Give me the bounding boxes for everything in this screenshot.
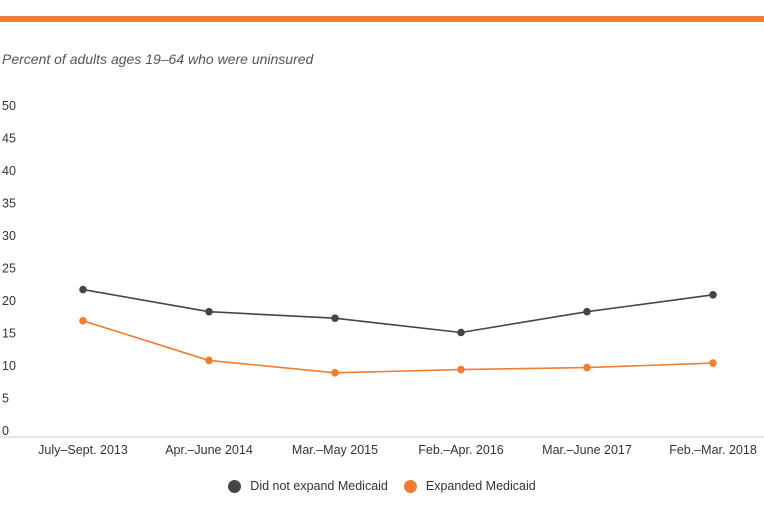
y-tick-label: 50	[2, 99, 16, 113]
data-point	[205, 307, 213, 316]
x-axis-ticks: July–Sept. 2013 Apr.–June 2014 Mar.–May 20…	[38, 443, 757, 457]
legend-swatch-did-not-expand	[228, 479, 242, 493]
x-tick-label: Apr.–June 2014	[165, 443, 253, 457]
data-point	[709, 359, 717, 367]
legend-swatch-expanded	[403, 479, 417, 493]
legend-label-did-not-expand: Did not expand Medicaid	[250, 479, 388, 493]
legend-item-did-not-expand: Did not expand Medicaid	[228, 479, 388, 493]
y-tick-label: 15	[2, 327, 16, 341]
y-tick-label: 35	[2, 197, 16, 211]
y-tick-label: 20	[2, 294, 16, 308]
legend-label-expanded: Expanded Medicaid	[425, 479, 536, 493]
x-tick-label: Feb.–Mar. 2018	[669, 443, 757, 457]
x-tick-label: Mar.–June 2017	[542, 443, 632, 457]
x-tick-label: July–Sept. 2013	[38, 443, 128, 457]
data-point	[331, 369, 339, 377]
y-axis-ticks: 0 5 10 15 20 25 30 35 40 45 50	[2, 99, 16, 438]
data-point	[205, 356, 213, 365]
y-tick-label: 10	[2, 359, 16, 373]
data-point	[583, 363, 591, 372]
data-point	[583, 307, 591, 316]
x-tick-label: Mar.–May 2015	[292, 443, 378, 457]
series-line-1	[82, 320, 714, 374]
series-group	[79, 285, 717, 377]
data-point	[79, 317, 87, 325]
legend-item-expanded: Expanded Medicaid	[403, 479, 536, 493]
chart-subtitle: Percent of adults ages 19–64 who were un…	[2, 51, 314, 67]
y-tick-label: 40	[2, 164, 16, 178]
y-tick-label: 45	[2, 132, 16, 146]
y-tick-label: 5	[2, 392, 9, 406]
data-point	[457, 365, 465, 374]
top-rule	[0, 16, 764, 22]
data-point	[709, 291, 717, 299]
y-tick-label: 0	[2, 424, 9, 438]
legend: Did not expand Medicaid Expanded Medicai…	[0, 479, 764, 493]
data-point	[457, 328, 465, 337]
series-line-0	[82, 288, 714, 334]
y-tick-label: 25	[2, 262, 16, 276]
data-point	[331, 314, 339, 323]
data-point	[79, 285, 87, 294]
y-tick-label: 30	[2, 229, 16, 243]
x-tick-label: Feb.–Apr. 2016	[418, 443, 504, 457]
